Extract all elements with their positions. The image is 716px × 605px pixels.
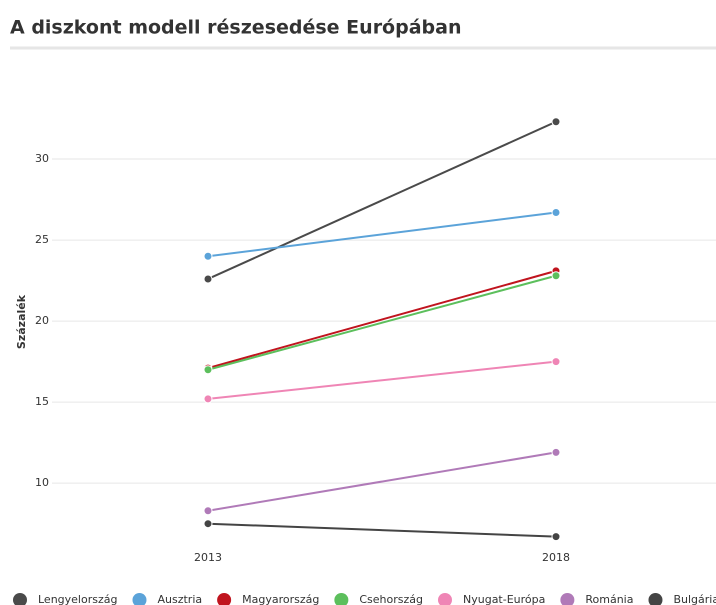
data-point [551,117,561,127]
legend-swatch [13,593,27,605]
data-point [551,357,561,367]
x-tick-label: 2013 [194,551,222,564]
data-point [551,271,561,281]
data-point [203,365,213,375]
data-point [203,506,213,516]
legend-swatch [334,593,349,605]
y-tick-label: 25 [35,233,49,246]
legend-label: Ausztria [157,593,202,605]
series-line [207,211,557,258]
series-line [207,522,557,538]
data-point [551,447,561,457]
series-line [207,269,557,370]
legend-swatch [217,593,232,605]
legend-label: Csehország [359,593,423,605]
legend-swatch [560,593,575,605]
data-point [203,519,213,529]
series-line [207,360,557,400]
legend-swatch [648,593,663,605]
legend-label: Lengyelország [38,593,117,605]
y-tick-label: 20 [35,314,49,327]
legend-label: Bulgária [673,593,716,605]
legend-label: Nyugat-Európa [463,593,545,605]
x-tick-label: 2018 [542,551,570,564]
legend-label: Magyarország [242,593,319,605]
y-tick-label: 30 [35,152,49,165]
data-point [203,274,213,284]
series-line [207,451,557,512]
data-point [551,532,561,542]
data-point [203,251,213,261]
series-line [207,120,557,280]
series-line [207,274,557,371]
data-point [203,394,213,404]
data-point [551,208,561,218]
legend-swatch [132,593,147,605]
legend-label: Románia [585,593,633,605]
y-axis-label: Százalék [15,294,28,349]
legend-swatch [438,593,452,605]
chart-title: A diszkont modell részesedése Európában [10,17,461,39]
y-tick-label: 15 [35,395,49,408]
y-tick-label: 10 [35,476,49,489]
